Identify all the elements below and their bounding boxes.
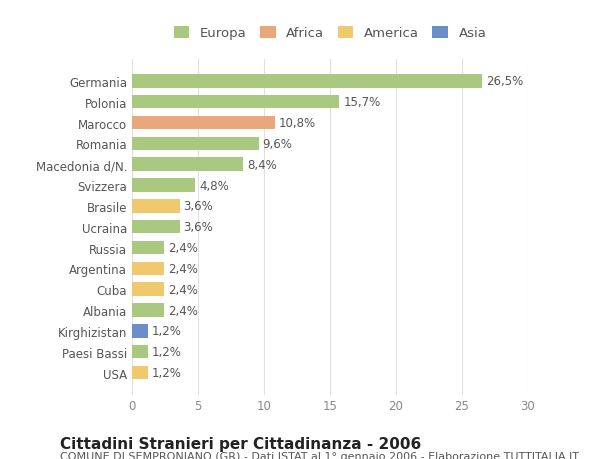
Text: 2,4%: 2,4% [167, 262, 197, 275]
Bar [132, 283, 164, 297]
Text: 2,4%: 2,4% [167, 283, 197, 296]
Bar [132, 241, 164, 255]
Bar [132, 179, 196, 192]
Text: 2,4%: 2,4% [167, 304, 197, 317]
Bar [132, 262, 164, 275]
Text: 8,4%: 8,4% [247, 158, 277, 171]
Bar [132, 75, 482, 89]
Text: 2,4%: 2,4% [167, 241, 197, 254]
Bar [132, 366, 148, 380]
Bar [132, 325, 148, 338]
Text: 4,8%: 4,8% [199, 179, 229, 192]
Bar [132, 117, 275, 130]
Text: 1,2%: 1,2% [152, 366, 182, 379]
Text: 10,8%: 10,8% [278, 117, 316, 130]
Legend: Europa, Africa, America, Asia: Europa, Africa, America, Asia [170, 22, 490, 44]
Text: 1,2%: 1,2% [152, 346, 182, 358]
Bar [132, 220, 179, 234]
Bar [132, 200, 179, 213]
Bar [132, 158, 243, 172]
Text: 26,5%: 26,5% [486, 75, 523, 88]
Text: COMUNE DI SEMPRONIANO (GR) - Dati ISTAT al 1° gennaio 2006 - Elaborazione TUTTIT: COMUNE DI SEMPRONIANO (GR) - Dati ISTAT … [60, 451, 579, 459]
Text: Cittadini Stranieri per Cittadinanza - 2006: Cittadini Stranieri per Cittadinanza - 2… [60, 436, 421, 451]
Text: 3,6%: 3,6% [184, 221, 213, 234]
Bar [132, 95, 339, 109]
Text: 9,6%: 9,6% [263, 138, 293, 151]
Bar [132, 345, 148, 359]
Bar [132, 303, 164, 317]
Bar [132, 137, 259, 151]
Text: 1,2%: 1,2% [152, 325, 182, 338]
Text: 3,6%: 3,6% [184, 200, 213, 213]
Text: 15,7%: 15,7% [343, 96, 380, 109]
